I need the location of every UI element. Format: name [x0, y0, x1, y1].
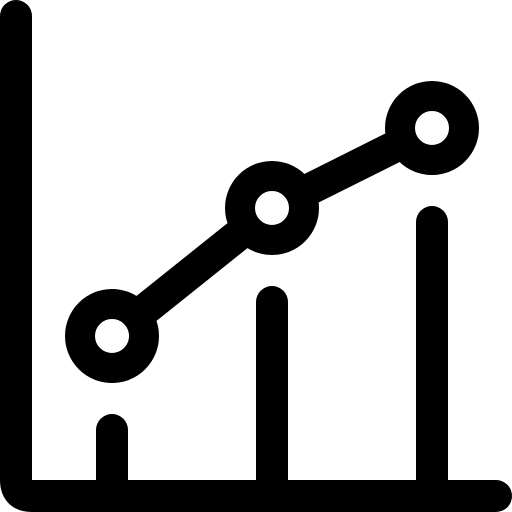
node-1-icon: [65, 289, 159, 383]
node-3-icon: [385, 81, 479, 175]
node-2-icon: [225, 161, 319, 255]
